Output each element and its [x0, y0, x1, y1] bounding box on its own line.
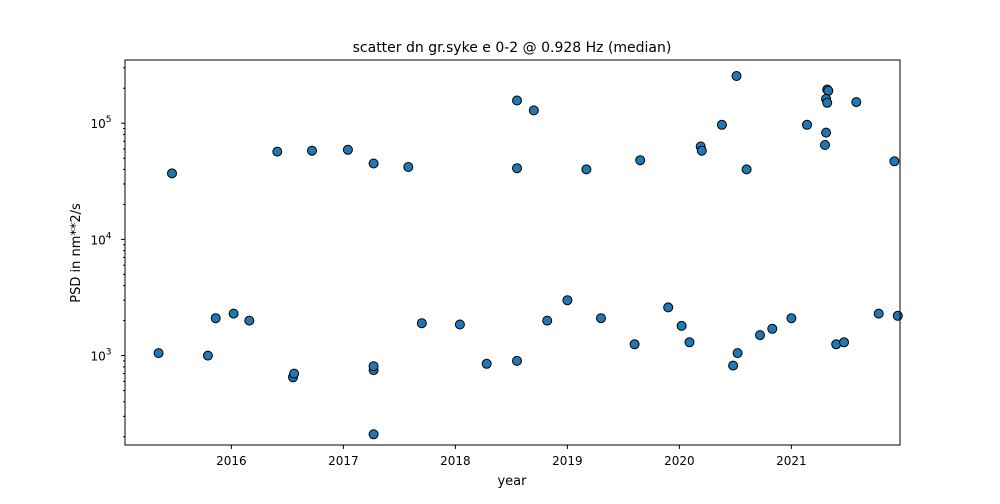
- data-point: [342, 144, 353, 155]
- data-point: [403, 162, 414, 172]
- data-point: [786, 313, 797, 324]
- data-point: [481, 358, 492, 369]
- data-point: [562, 295, 573, 306]
- data-point: [889, 156, 900, 167]
- data-point: [202, 350, 213, 361]
- plot-frame: [124, 59, 901, 446]
- data-point: [210, 313, 221, 324]
- data-point: [676, 320, 687, 331]
- data-point: [307, 145, 317, 156]
- data-point: [728, 360, 739, 371]
- x-tick-label: 2018: [440, 454, 471, 468]
- data-point: [767, 323, 778, 334]
- data-point: [512, 95, 522, 106]
- y-tick-label: 103: [90, 348, 111, 364]
- x-tick-label: 2019: [552, 454, 583, 468]
- data-point: [732, 348, 743, 359]
- data-point: [272, 146, 283, 157]
- data-point: [741, 164, 752, 175]
- chart-title: scatter dn gr.syke e 0-2 @ 0.928 Hz (med…: [353, 40, 672, 56]
- data-point: [153, 348, 164, 359]
- y-tick-label: 105: [90, 115, 111, 131]
- data-point: [731, 71, 742, 81]
- data-point: [416, 318, 427, 329]
- data-point: [167, 168, 177, 179]
- data-point: [755, 330, 765, 341]
- data-point: [629, 339, 640, 350]
- data-point: [289, 368, 300, 379]
- y-tick-label: 104: [90, 231, 111, 247]
- data-point: [228, 308, 239, 319]
- x-tick-label: 2016: [216, 454, 247, 468]
- x-tick-label: 2021: [776, 454, 807, 468]
- data-point: [368, 158, 379, 169]
- data-point: [696, 145, 707, 156]
- data-point: [873, 308, 884, 319]
- data-point: [542, 315, 553, 326]
- data-point: [821, 127, 832, 138]
- data-point: [368, 361, 379, 372]
- data-point: [368, 429, 379, 440]
- data-point: [635, 155, 646, 166]
- data-point: [512, 355, 522, 366]
- x-tick-label: 2017: [328, 454, 359, 468]
- data-point: [716, 119, 727, 130]
- x-tick-label: 2020: [664, 454, 695, 468]
- data-point: [596, 313, 606, 324]
- data-points: [153, 71, 903, 440]
- data-point: [802, 119, 812, 130]
- data-point: [822, 97, 833, 108]
- data-point: [528, 105, 539, 116]
- y-axis-ticks: 103 104 105: [90, 67, 125, 438]
- data-point: [851, 97, 862, 108]
- data-point: [581, 164, 592, 175]
- data-point: [823, 85, 834, 96]
- data-point: [663, 302, 674, 313]
- data-point: [512, 163, 522, 174]
- data-point: [892, 310, 903, 321]
- data-point: [454, 319, 465, 330]
- data-point: [839, 337, 849, 348]
- x-axis-ticks: 2016 2017 2018 2019 2020 2021: [216, 445, 807, 468]
- data-point: [820, 140, 830, 150]
- x-axis-label: year: [497, 474, 527, 489]
- y-axis-label: PSD in nm**2/s: [69, 203, 84, 303]
- data-point: [244, 315, 255, 326]
- data-point: [684, 337, 695, 348]
